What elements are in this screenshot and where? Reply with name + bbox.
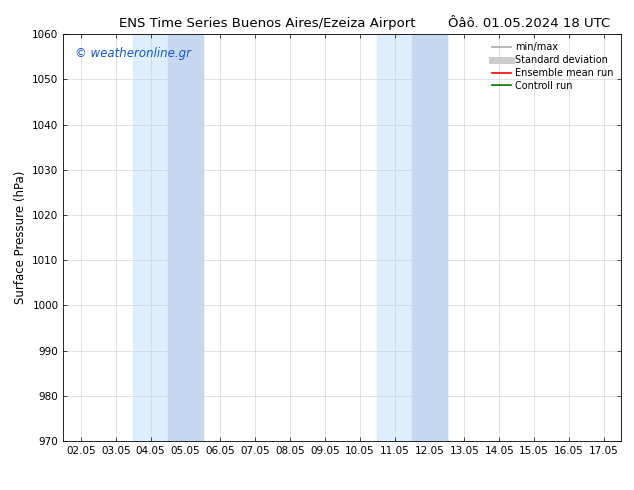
Text: © weatheronline.gr: © weatheronline.gr (75, 47, 191, 59)
Bar (133, 34, 203, 441)
Bar (168, 34, 203, 441)
Text: ENS Time Series Buenos Aires/Ezeiza Airport: ENS Time Series Buenos Aires/Ezeiza Airp… (119, 17, 416, 30)
Legend: min/max, Standard deviation, Ensemble mean run, Controll run: min/max, Standard deviation, Ensemble me… (489, 39, 616, 94)
Bar (377, 34, 447, 441)
Y-axis label: Surface Pressure (hPa): Surface Pressure (hPa) (14, 171, 27, 304)
Text: Ôâô. 01.05.2024 18 UTC: Ôâô. 01.05.2024 18 UTC (448, 17, 610, 30)
Bar (412, 34, 447, 441)
Title: ENS Time Series Buenos Aires/Ezeiza Airport        Ôâô. 01.05.2024 18 UTC: ENS Time Series Buenos Aires/Ezeiza Airp… (0, 489, 1, 490)
